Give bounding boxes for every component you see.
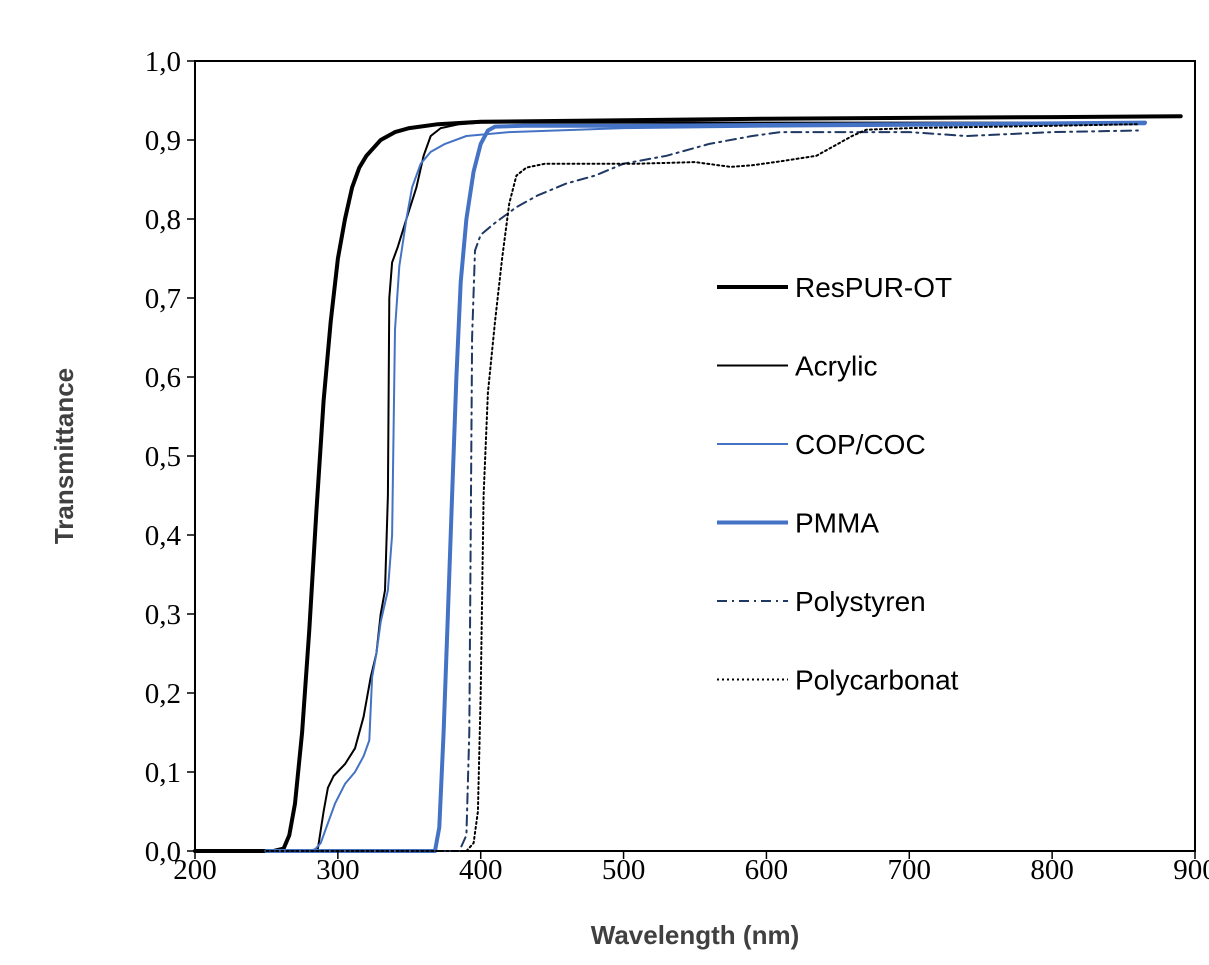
x-tick-label: 400: [459, 854, 503, 886]
y-tick-label: 0,6: [145, 362, 181, 394]
legend: ResPUR-OT Acrylic COP/COC PMMA Polystyren Pol…: [717, 272, 959, 696]
y-tick-label: 0,1: [145, 757, 181, 789]
y-axis-ticks: 0,0 0,1 0,2 0,3 0,4 0,5 0,6 0,7 0,8 0,9 1,0: [145, 46, 195, 868]
legend-label-acrylic: Acrylic: [795, 351, 877, 382]
series-line-respur-ot: [193, 114, 1183, 853]
series-line-pmma: [264, 120, 1147, 853]
series-layer: [193, 114, 1183, 853]
legend-label-cop-coc: COP/COC: [795, 429, 926, 460]
legend-label-pmma: PMMA: [795, 508, 879, 539]
y-tick-label: 0,7: [145, 283, 181, 315]
series-line-polycarbonat: [265, 123, 1139, 852]
plot-area: [194, 60, 1196, 852]
series-line-acrylic: [265, 121, 1139, 852]
x-axis-ticks: 200 300 400 500 600 700 800 900: [173, 851, 1209, 886]
y-tick-label: 0,5: [145, 441, 181, 473]
series-line-cop-coc: [265, 123, 1146, 852]
y-tick-label: 1,0: [145, 46, 181, 78]
x-tick-label: 800: [1030, 854, 1074, 886]
x-tick-label: 700: [888, 854, 932, 886]
x-tick-label: 600: [745, 854, 789, 886]
y-axis-title: Transmittance: [49, 368, 79, 544]
y-tick-label: 0,4: [145, 520, 182, 552]
x-tick-label: 500: [602, 854, 646, 886]
x-tick-label: 300: [316, 854, 360, 886]
y-tick-label: 0,9: [145, 125, 181, 157]
x-tick-label: 200: [173, 854, 217, 886]
legend-label-polystyren: Polystyren: [795, 586, 926, 617]
x-axis-title: Wavelength (nm): [591, 920, 799, 950]
x-tick-label: 900: [1173, 854, 1209, 886]
legend-label-polycarbonat: Polycarbonat: [795, 665, 959, 696]
y-tick-label: 0,0: [145, 836, 181, 868]
legend-label-respur-ot: ResPUR-OT: [795, 272, 952, 303]
y-tick-label: 0,8: [145, 204, 181, 236]
y-tick-label: 0,3: [145, 599, 181, 631]
y-tick-label: 0,2: [145, 678, 181, 710]
